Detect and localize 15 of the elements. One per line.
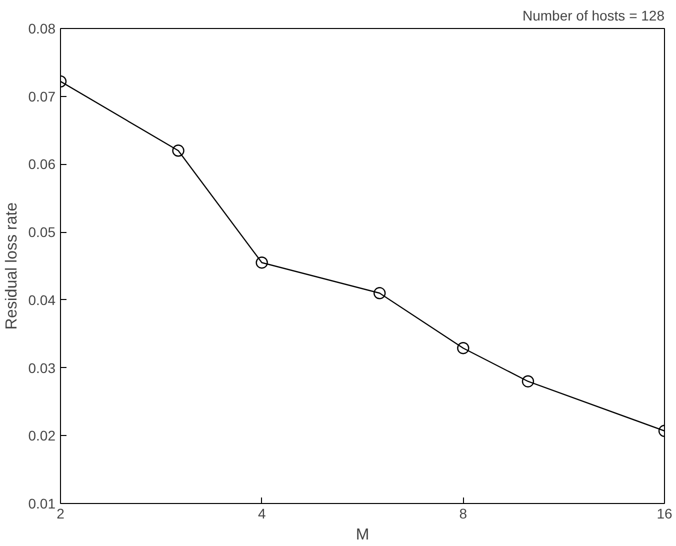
x-tick-label: 2 [56, 506, 65, 522]
y-tick-label: 0.06 [28, 156, 56, 172]
y-tick-label: 0.02 [28, 428, 56, 444]
x-tick-label: 4 [258, 506, 266, 522]
y-tick-label: 0.03 [28, 360, 56, 376]
y-tick-label: 0.07 [28, 88, 56, 104]
y-axis-title: Residual loss rate [3, 202, 20, 330]
x-axis-title: M [356, 526, 370, 544]
x-tick-label: 8 [459, 506, 468, 522]
chart-title: Number of hosts = 128 [522, 8, 665, 24]
y-tick-label: 0.01 [28, 496, 56, 512]
y-tick-label: 0.05 [28, 224, 56, 240]
y-tick-label: 0.08 [28, 20, 56, 36]
x-tick-label: 16 [656, 506, 672, 522]
y-tick-label: 0.04 [28, 292, 56, 308]
